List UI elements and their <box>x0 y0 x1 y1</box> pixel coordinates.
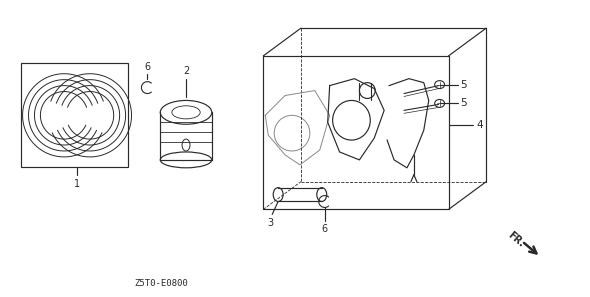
Text: Z5T0-E0800: Z5T0-E0800 <box>135 279 188 288</box>
Text: 5: 5 <box>460 80 467 90</box>
Text: 1: 1 <box>74 179 80 189</box>
Text: 2: 2 <box>183 66 189 76</box>
Text: 5: 5 <box>460 98 467 108</box>
Bar <box>21 63 127 167</box>
Text: 6: 6 <box>145 62 150 72</box>
Text: 6: 6 <box>322 224 328 234</box>
Text: FR.: FR. <box>506 230 526 249</box>
Text: 3: 3 <box>267 218 273 228</box>
Text: 4: 4 <box>476 120 483 130</box>
